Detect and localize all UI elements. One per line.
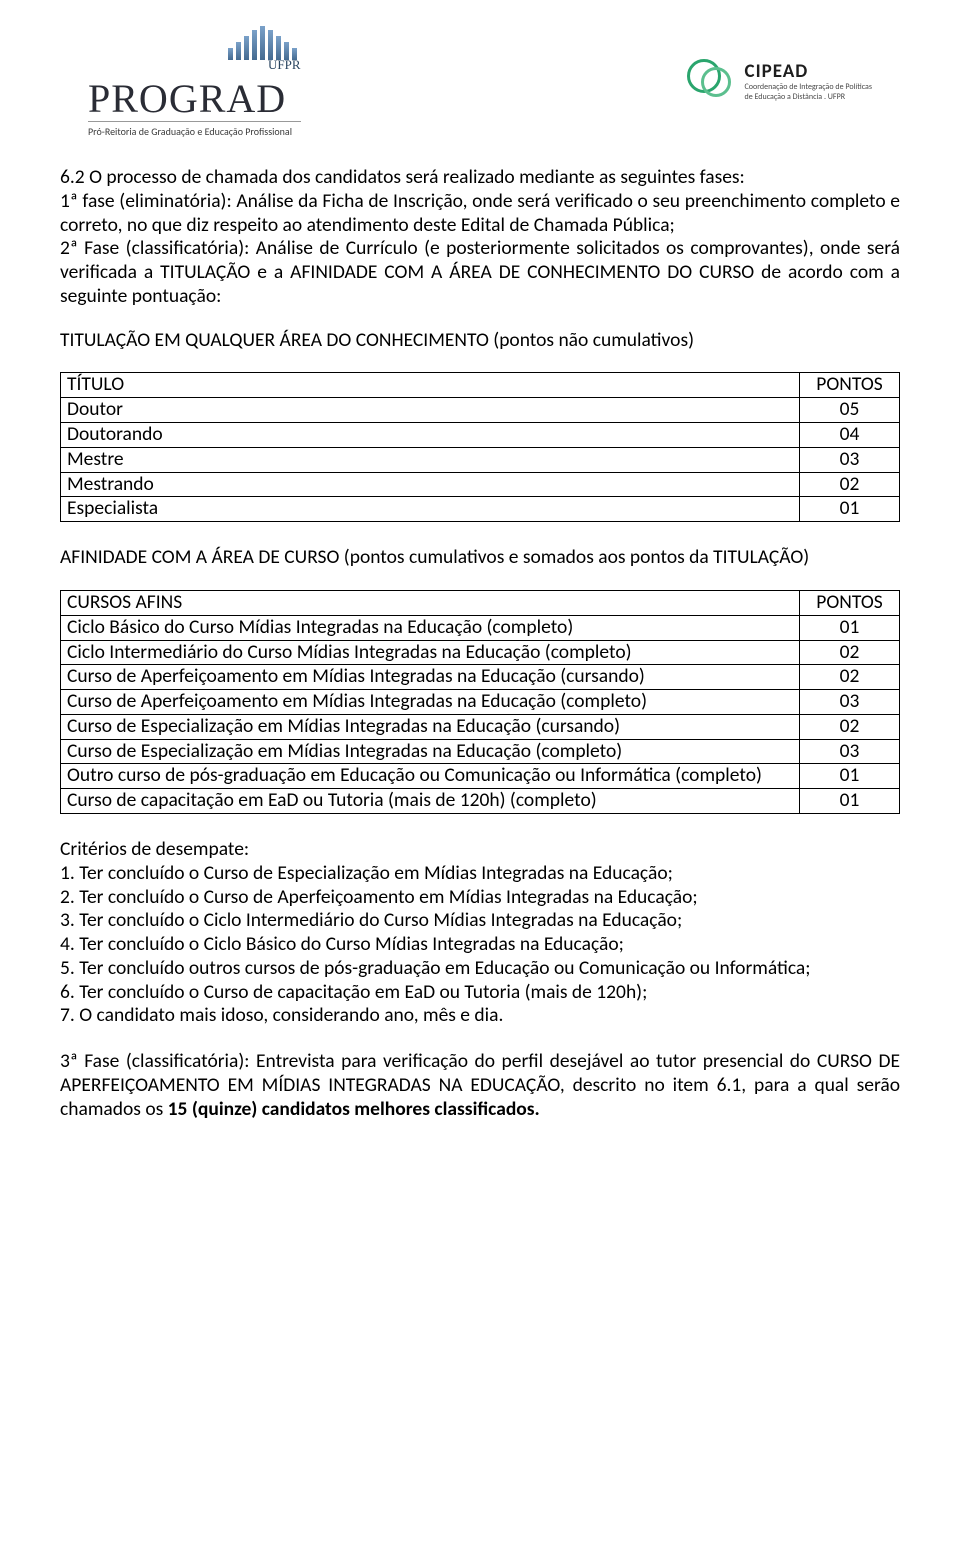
criterio-item: 1. Ter concluído o Curso de Especializaç… [60, 862, 900, 886]
criterio-item: 3. Ter concluído o Ciclo Intermediário d… [60, 909, 900, 933]
table-row: Curso de capacitação em EaD ou Tutoria (… [61, 789, 900, 814]
cell: Curso de Especialização em Mídias Integr… [61, 739, 800, 764]
cell: 02 [800, 472, 900, 497]
cell: Curso de Especialização em Mídias Integr… [61, 714, 800, 739]
table-row: Curso de Especialização em Mídias Integr… [61, 739, 900, 764]
col-header: CURSOS AFINS [61, 590, 800, 615]
table-row: CURSOS AFINS PONTOS [61, 590, 900, 615]
cell: Ciclo Básico do Curso Mídias Integradas … [61, 615, 800, 640]
ufpr-text: UFPR [268, 57, 301, 73]
table-row: Outro curso de pós-graduação em Educação… [61, 764, 900, 789]
cell: Especialista [61, 497, 800, 522]
logo-cipead: CIPEAD Coordenação de Integração de Polí… [687, 59, 872, 103]
table-row: Especialista01 [61, 497, 900, 522]
afinidade-header: AFINIDADE COM A ÁREA DE CURSO (pontos cu… [60, 546, 900, 570]
criterios-desempate: Critérios de desempate: 1. Ter concluído… [60, 838, 900, 1028]
table-row: Curso de Aperfeiçoamento em Mídias Integ… [61, 665, 900, 690]
cell: 02 [800, 665, 900, 690]
cell: Curso de capacitação em EaD ou Tutoria (… [61, 789, 800, 814]
cipead-icon [687, 59, 735, 103]
cell: 03 [800, 447, 900, 472]
cell: 05 [800, 398, 900, 423]
prograd-subtitle: Pró-Reitoria de Graduação e Educação Pro… [88, 121, 301, 138]
criterio-item: 5. Ter concluído outros cursos de pós-gr… [60, 957, 900, 981]
cell: Doutorando [61, 423, 800, 448]
cell: Mestre [61, 447, 800, 472]
criterios-title: Critérios de desempate: [60, 838, 900, 862]
criterio-item: 6. Ter concluído o Curso de capacitação … [60, 981, 900, 1005]
table-row: Curso de Especialização em Mídias Integr… [61, 714, 900, 739]
table-afinidade: CURSOS AFINS PONTOS Ciclo Básico do Curs… [60, 590, 900, 814]
cipead-text: CIPEAD [745, 60, 872, 83]
table-row: Mestre03 [61, 447, 900, 472]
fase-3-bold: 15 (quinze) candidatos melhores classifi… [168, 1097, 540, 1121]
criterio-item: 4. Ter concluído o Ciclo Básico do Curso… [60, 933, 900, 957]
col-header: TÍTULO [61, 373, 800, 398]
col-header: PONTOS [800, 373, 900, 398]
fase-1: 1ª fase (eliminatória): Análise da Ficha… [60, 190, 900, 238]
cell: Curso de Aperfeiçoamento em Mídias Integ… [61, 690, 800, 715]
cell: 03 [800, 690, 900, 715]
cell: 01 [800, 789, 900, 814]
criterio-item: 7. O candidato mais idoso, considerando … [60, 1004, 900, 1028]
cell: Mestrando [61, 472, 800, 497]
cell: 02 [800, 714, 900, 739]
table-row: TÍTULO PONTOS [61, 373, 900, 398]
cell: 01 [800, 497, 900, 522]
fase-3: 3ª Fase (classificatória): Entrevista pa… [60, 1050, 900, 1121]
table-row: Doutor05 [61, 398, 900, 423]
cell: 03 [800, 739, 900, 764]
fase-2: 2ª Fase (classificatória): Análise de Cu… [60, 237, 900, 308]
cell: Doutor [61, 398, 800, 423]
criterio-item: 2. Ter concluído o Curso de Aperfeiçoame… [60, 886, 900, 910]
prograd-text: PROGRAD [88, 79, 301, 119]
table-row: Curso de Aperfeiçoamento em Mídias Integ… [61, 690, 900, 715]
table-row: Ciclo Intermediário do Curso Mídias Inte… [61, 640, 900, 665]
table-row: Doutorando04 [61, 423, 900, 448]
header-logos: UFPR PROGRAD Pró-Reitoria de Graduação e… [60, 24, 900, 138]
section-6-2: 6.2 O processo de chamada dos candidatos… [60, 166, 900, 190]
logo-prograd: UFPR PROGRAD Pró-Reitoria de Graduação e… [88, 24, 301, 138]
cell: Outro curso de pós-graduação em Educação… [61, 764, 800, 789]
titulacao-header: TITULAÇÃO EM QUALQUER ÁREA DO CONHECIMEN… [60, 329, 900, 353]
table-row: Mestrando02 [61, 472, 900, 497]
cell: 04 [800, 423, 900, 448]
table-titulacao: TÍTULO PONTOS Doutor05 Doutorando04 Mest… [60, 372, 900, 522]
cell: Curso de Aperfeiçoamento em Mídias Integ… [61, 665, 800, 690]
col-header: PONTOS [800, 590, 900, 615]
cell: Ciclo Intermediário do Curso Mídias Inte… [61, 640, 800, 665]
table-row: Ciclo Básico do Curso Mídias Integradas … [61, 615, 900, 640]
cell: 02 [800, 640, 900, 665]
cipead-sub2: de Educação a Distância . UFPR [745, 93, 872, 102]
cell: 01 [800, 764, 900, 789]
cell: 01 [800, 615, 900, 640]
